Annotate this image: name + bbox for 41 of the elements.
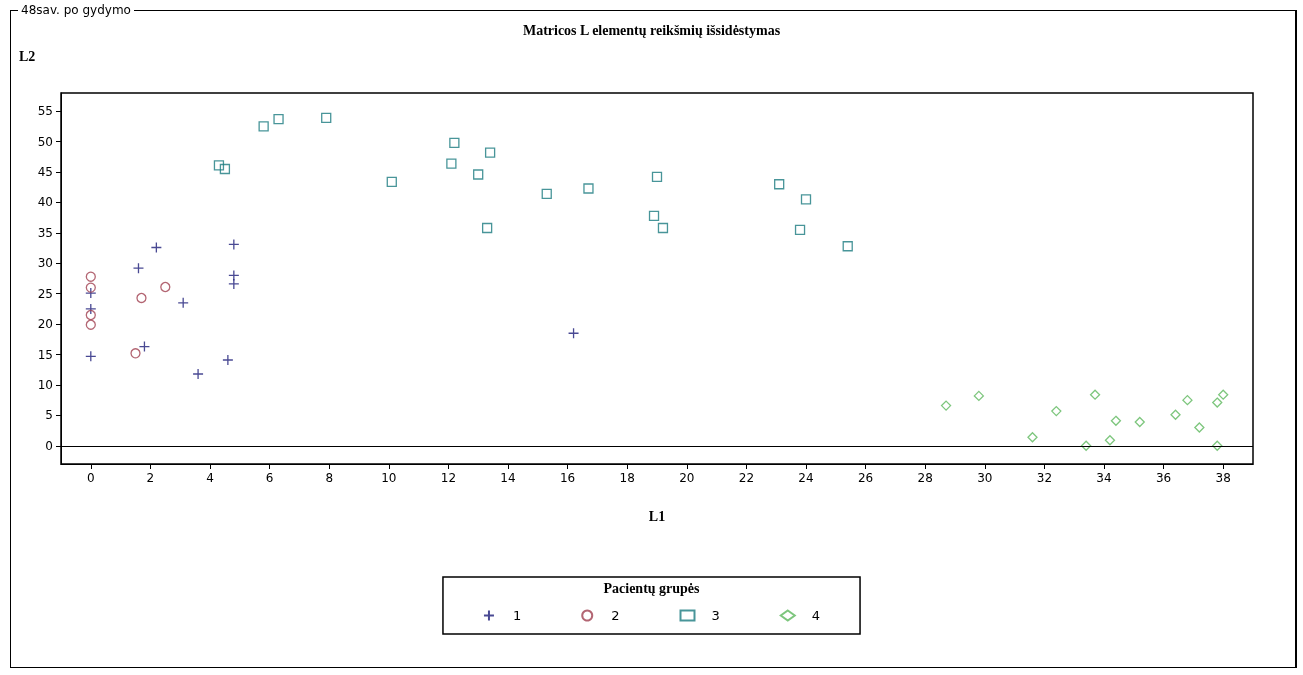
y-tick-label: 25 <box>37 286 53 301</box>
x-tick-label: 28 <box>917 471 933 485</box>
y-tick-label: 45 <box>37 165 53 180</box>
y-axis-title: L2 <box>19 48 36 64</box>
y-tick-label: 5 <box>45 408 53 423</box>
legend-label: 2 <box>611 608 620 623</box>
x-tick-label: 26 <box>857 471 874 485</box>
legend-label: 3 <box>711 608 720 623</box>
x-tick-label: 24 <box>798 471 814 485</box>
x-tick-label: 0 <box>86 471 95 485</box>
x-tick-label: 32 <box>1036 471 1053 485</box>
x-tick-label: 34 <box>1096 471 1112 485</box>
legend-label: 4 <box>811 608 821 623</box>
x-tick-label: 12 <box>440 471 457 485</box>
x-tick-label: 2 <box>146 471 155 485</box>
legend-label: 1 <box>512 608 522 623</box>
y-tick-label: 0 <box>45 438 53 453</box>
x-tick-label: 38 <box>1215 471 1231 485</box>
legend-title: Pacientų grupės <box>603 580 701 596</box>
y-tick-label: 50 <box>37 134 53 149</box>
x-tick-label: 10 <box>381 471 397 485</box>
x-axis-title: L1 <box>648 508 666 524</box>
x-tick-label: 16 <box>559 471 576 485</box>
y-tick-label: 35 <box>37 225 53 240</box>
x-tick-label: 6 <box>265 471 274 485</box>
x-tick-label: 4 <box>206 471 214 485</box>
y-tick-label: 40 <box>37 195 53 210</box>
chart-title: Matricos L elementų reikšmių išsidėstymas <box>522 22 781 38</box>
x-tick-label: 20 <box>679 471 695 485</box>
x-tick-label: 8 <box>325 471 334 485</box>
x-tick-label: 18 <box>619 471 635 485</box>
y-tick-label: 30 <box>37 256 53 271</box>
x-tick-label: 36 <box>1155 471 1172 485</box>
y-tick-label: 20 <box>37 317 53 332</box>
y-tick-label: 15 <box>37 347 53 362</box>
y-tick-label: 10 <box>37 377 53 392</box>
x-tick-label: 14 <box>500 471 516 485</box>
y-tick-label: 55 <box>37 104 53 119</box>
x-tick-label: 22 <box>738 471 755 485</box>
x-tick-label: 30 <box>977 471 993 485</box>
text: 48sav. po gydymo <box>18 3 134 17</box>
